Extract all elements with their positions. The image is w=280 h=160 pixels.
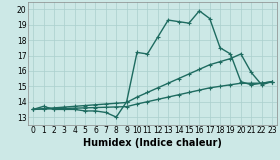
X-axis label: Humidex (Indice chaleur): Humidex (Indice chaleur) [83,138,222,148]
